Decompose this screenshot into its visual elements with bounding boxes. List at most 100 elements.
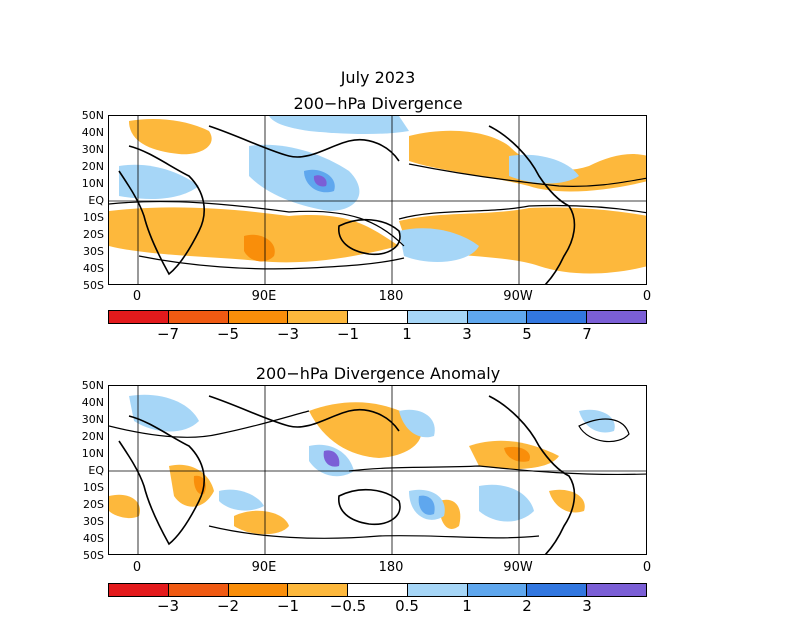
colorbar-label: −1 — [336, 325, 360, 343]
lon-label: 180 — [378, 560, 404, 575]
lon-label: 0 — [132, 289, 142, 304]
lat-label: 10N — [81, 177, 104, 190]
shade-region — [309, 402, 422, 458]
shade-region — [549, 489, 585, 513]
lat-label: 40N — [81, 126, 104, 139]
colorbar-label: 1 — [462, 597, 472, 615]
colorbar-swatch — [407, 311, 468, 323]
contour-line — [109, 200, 405, 247]
shade-region — [119, 164, 199, 199]
colorbar-label: 0.5 — [395, 597, 419, 615]
lon-label: 90E — [251, 560, 277, 575]
shade-region — [579, 409, 615, 433]
shade-region — [219, 489, 264, 511]
colorbar-label: 5 — [522, 325, 532, 343]
lon-label: 0 — [642, 560, 652, 575]
shade-region — [418, 495, 435, 515]
colorbar-label: −2 — [216, 597, 240, 615]
colorbar-swatch — [587, 584, 647, 596]
shade-region — [323, 450, 340, 467]
colorbar-label: 3 — [582, 597, 592, 615]
lat-label: 20S — [83, 498, 104, 511]
colorbar-label: 7 — [582, 325, 592, 343]
lat-label: 20N — [81, 430, 104, 443]
lat-label: 40S — [83, 532, 104, 545]
lat-label: EQ — [88, 464, 104, 477]
lat-label: 40N — [81, 396, 104, 409]
lon-label: 0 — [642, 289, 652, 304]
colorbar-swatch — [228, 311, 289, 323]
lat-label: 30N — [81, 143, 104, 156]
shade-region — [399, 409, 435, 438]
panel1-title: 200−hPa Divergence — [293, 94, 463, 113]
colorbar-swatch — [228, 584, 289, 596]
contour-line — [109, 410, 310, 438]
lat-label: 50S — [83, 279, 104, 292]
lat-label: 10S — [83, 481, 104, 494]
zero-contours — [109, 410, 646, 539]
colorbar-label: 3 — [462, 325, 472, 343]
americas-coast — [488, 395, 576, 554]
colorbar-label: −3 — [276, 325, 300, 343]
colorbar-swatch — [348, 584, 408, 596]
shade-region — [509, 154, 579, 184]
lat-label: EQ — [88, 194, 104, 207]
anomaly-map — [108, 385, 647, 555]
colorbar-swatch — [109, 584, 169, 596]
lat-label: 30N — [81, 413, 104, 426]
shade-region — [399, 228, 479, 262]
shade-region — [504, 446, 530, 462]
lon-label: 90W — [503, 289, 533, 304]
shade-region — [109, 494, 140, 519]
colorbar-swatch — [168, 311, 229, 323]
lat-label: 30S — [83, 515, 104, 528]
australia-coast — [338, 488, 401, 526]
colorbar-label: −3 — [156, 597, 180, 615]
lat-label: 10N — [81, 447, 104, 460]
shade-region — [234, 510, 289, 535]
colorbar-label: −0.5 — [329, 597, 367, 615]
australia-coast — [338, 218, 401, 256]
panel2-title: 200−hPa Divergence Anomaly — [255, 364, 501, 383]
colorbar-label: −5 — [216, 325, 240, 343]
lat-label: 50S — [83, 549, 104, 562]
divergence-regions — [119, 116, 579, 262]
lat-label: 30S — [83, 245, 104, 258]
shade-region — [244, 234, 275, 262]
colorbar-label: 2 — [522, 597, 532, 615]
colorbar-label: −1 — [276, 597, 300, 615]
convergence-regions — [109, 119, 646, 274]
lat-label: 20S — [83, 228, 104, 241]
lon-label: 90E — [251, 289, 277, 304]
colorbar-swatch — [168, 584, 229, 596]
shade-region — [129, 119, 212, 155]
lat-label: 50N — [81, 109, 104, 122]
colorbar-swatch — [527, 584, 588, 596]
colorbar-swatch — [288, 311, 349, 323]
colorbar-label: −7 — [156, 325, 180, 343]
colorbar-swatch — [109, 311, 169, 323]
colorbar-label: 1 — [402, 325, 412, 343]
colorbar-swatch — [288, 584, 349, 596]
lat-label: 40S — [83, 262, 104, 275]
grid-lines — [109, 116, 646, 284]
asia-coast — [208, 125, 400, 162]
shade-region — [399, 207, 646, 274]
lon-label: 90W — [503, 560, 533, 575]
asia-coast — [208, 395, 400, 432]
lon-label: 0 — [132, 560, 142, 575]
main-title: July 2023 — [340, 68, 416, 87]
contour-line — [408, 163, 646, 187]
lat-label: 20N — [81, 160, 104, 173]
anomaly-colorbar — [108, 583, 647, 597]
shade-region — [479, 484, 534, 522]
africa-coast — [118, 415, 205, 546]
coastlines — [118, 395, 576, 554]
colorbar-swatch — [527, 311, 588, 323]
africa-coast — [118, 145, 205, 276]
lat-label: 10S — [83, 211, 104, 224]
colorbar-swatch — [587, 311, 647, 323]
shade-region — [313, 175, 327, 187]
americas-coast — [488, 125, 576, 284]
shade-region — [129, 394, 199, 432]
